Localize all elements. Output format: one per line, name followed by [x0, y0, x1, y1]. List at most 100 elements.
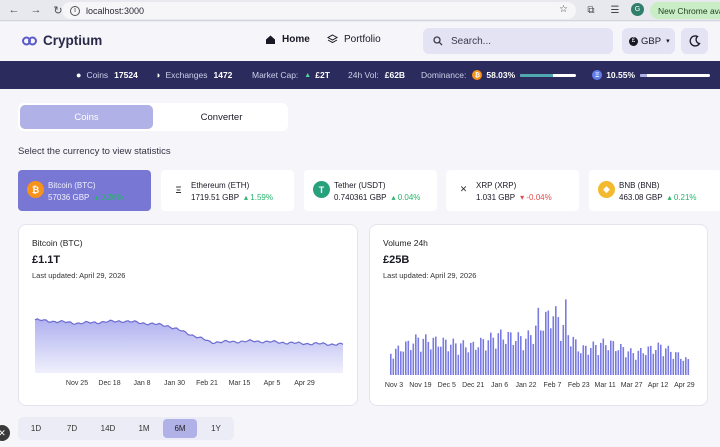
logo-text: Cryptium [43, 33, 103, 48]
volume-bar [422, 338, 425, 375]
reading-list-icon[interactable]: ☰ [610, 4, 620, 16]
search-placeholder: Search... [451, 35, 492, 47]
back-icon[interactable]: ← [8, 4, 20, 16]
volume-bar [565, 299, 567, 375]
x-tick-label: Apr 12 [648, 382, 669, 389]
ethereum-icon: Ξ [592, 70, 603, 80]
x-tick-label: Nov 3 [385, 382, 403, 389]
x-tick-label: Nov 25 [66, 380, 88, 387]
volume-bar [620, 344, 622, 375]
volume-bar [475, 349, 477, 375]
app-header: Cryptium Home Portfolio Search... £ GBP … [0, 22, 720, 61]
profile-avatar[interactable]: G [631, 3, 644, 16]
volume-bar [685, 357, 687, 375]
exchange-icon: ◑ [155, 70, 161, 80]
volume-bar [590, 348, 592, 375]
view-toggle: Coins Converter [18, 103, 288, 131]
volume-bar [610, 340, 612, 375]
volume-bar [507, 332, 510, 375]
nav-portfolio-label: Portfolio [344, 34, 381, 45]
volume-bar [527, 330, 530, 375]
btc-dominance-fill [520, 73, 553, 77]
volume-bar [540, 330, 542, 375]
volume-bar [442, 337, 445, 375]
search-input[interactable]: Search... [423, 28, 613, 54]
nav-portfolio[interactable]: Portfolio [327, 34, 381, 45]
stat-market-cap: Market Cap: ▲ £2T [252, 70, 330, 80]
bookmark-star-icon[interactable]: ☆ [559, 4, 568, 15]
volume-bar [390, 353, 392, 375]
chrome-update-button[interactable]: New Chrome available [650, 2, 720, 19]
site-info-icon[interactable]: i [70, 5, 80, 16]
x-tick-label: Apr 29 [674, 382, 695, 389]
volume-bar [522, 350, 525, 375]
price-area-chart: Nov 25 Dec 18 Jan 8 Jan 30 Feb 21 Mar 15 Apr 5… [34, 318, 344, 387]
volume-bar [462, 340, 465, 375]
btc-dominance-bar [520, 73, 577, 77]
volume-bar [552, 316, 555, 375]
up-arrow-icon: ▲ [304, 71, 312, 79]
coin-icon: Ξ [170, 181, 187, 198]
coin-card[interactable]: Ξ Ethereum (ETH) 1719.51 GBP ▴ 1.59% [161, 170, 294, 211]
coin-price: 0.740361 GBP ▴ 0.04% [334, 193, 421, 202]
volume-bar [687, 359, 690, 375]
logo-icon [22, 36, 37, 45]
range-7d[interactable]: 7D [66, 424, 78, 433]
tab-coins[interactable]: Coins [20, 105, 153, 129]
volume-bar [665, 348, 667, 375]
volume-bar [510, 332, 512, 375]
volume-bar [457, 354, 460, 375]
range-1m[interactable]: 1M [138, 424, 150, 433]
close-icon[interactable]: ✕ [0, 425, 10, 441]
coin-name: XRP (XRP) [476, 181, 517, 190]
forward-icon[interactable]: → [30, 4, 42, 16]
reload-icon[interactable]: ↻ [53, 4, 63, 17]
coins-icon: ● [76, 70, 82, 80]
volume-bar [530, 335, 532, 375]
coin-card[interactable]: ₿ Bitcoin (BTC) 57036 GBP ▴ 0.26% [18, 170, 151, 211]
coin-price: 1719.51 GBP ▴ 1.59% [191, 193, 273, 202]
coin-name: Tether (USDT) [334, 181, 386, 190]
coin-icon: ₿ [27, 181, 44, 198]
coin-name: BNB (BNB) [619, 181, 660, 190]
bitcoin-icon: ₿ [472, 70, 483, 80]
volume-bar [617, 350, 620, 375]
range-6m[interactable]: 6M [163, 419, 197, 438]
coin-card[interactable]: ◆ BNB (BNB) 463.08 GBP ▴ 0.21% [589, 170, 720, 211]
volume-bar [682, 360, 685, 375]
volume-bar [472, 341, 475, 375]
address-bar[interactable]: i localhost:3000 ☆ [62, 2, 576, 19]
stat-coins: ● Coins 17524 [76, 70, 138, 80]
coin-price: 1.031 GBP ▾ -0.04% [476, 193, 552, 202]
coin-card[interactable]: T Tether (USDT) 0.740361 GBP ▴ 0.04% [304, 170, 437, 211]
layers-icon [327, 34, 338, 44]
extensions-icon[interactable]: ⧉ [587, 4, 595, 16]
volume-bar [632, 353, 635, 375]
range-1d[interactable]: 1D [30, 424, 42, 433]
volume-bar [397, 345, 400, 375]
volume-bar [555, 306, 557, 375]
x-tick-label: Feb 21 [196, 380, 218, 387]
volume-bar [487, 340, 490, 375]
home-icon [266, 35, 275, 44]
tab-converter[interactable]: Converter [200, 111, 243, 123]
volume-chart-title: Volume 24h [383, 238, 428, 248]
market-stats-bar: ● Coins 17524 ◑ Exchanges 1472 Market Ca… [0, 61, 720, 89]
volume-bar [392, 358, 395, 375]
x-tick-label: Dec 21 [462, 382, 484, 389]
volume-bar [480, 337, 482, 375]
theme-toggle-button[interactable] [681, 28, 708, 54]
coin-card[interactable]: ✕ XRP (XRP) 1.031 GBP ▾ -0.04% [446, 170, 579, 211]
x-tick-label: Apr 29 [294, 380, 315, 387]
volume-bar [402, 351, 405, 375]
currency-select[interactable]: £ GBP ▾ [622, 28, 675, 54]
nav-home[interactable]: Home [265, 34, 310, 45]
volume-bar [417, 337, 420, 375]
volume-bar [605, 345, 607, 375]
range-1y[interactable]: 1Y [211, 424, 221, 433]
x-tick-label: Mar 15 [229, 380, 251, 387]
search-icon [433, 36, 443, 46]
volume-bar [450, 344, 452, 375]
range-14d[interactable]: 14D [100, 424, 116, 433]
logo[interactable]: Cryptium [22, 33, 102, 48]
